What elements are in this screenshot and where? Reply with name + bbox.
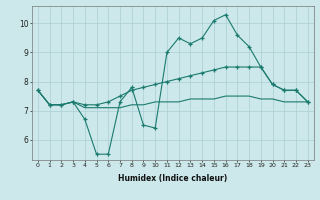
X-axis label: Humidex (Indice chaleur): Humidex (Indice chaleur) [118,174,228,183]
